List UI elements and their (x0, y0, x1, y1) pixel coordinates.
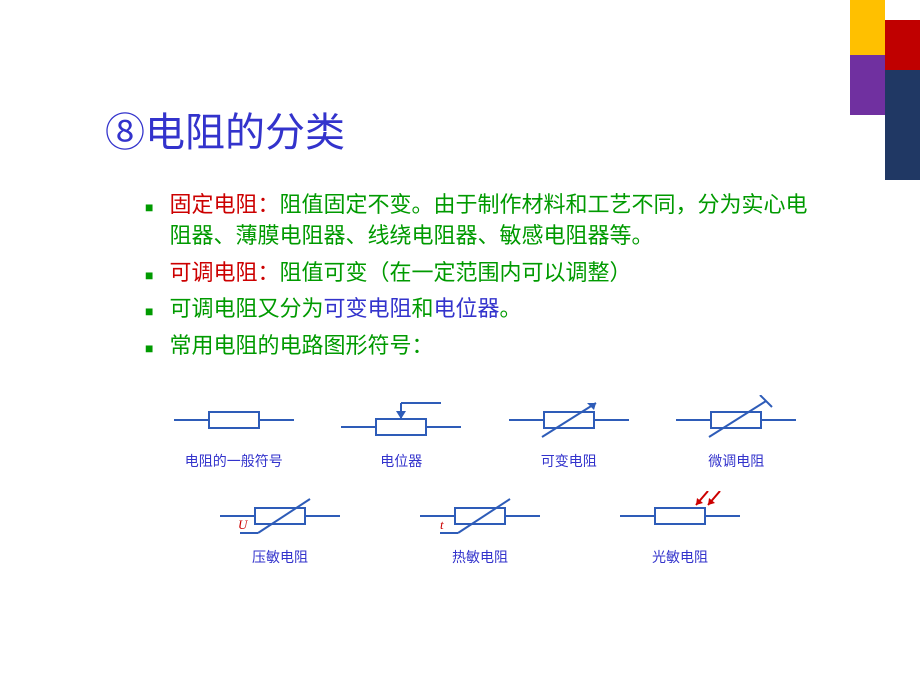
symbol-photoresistor: 光敏电阻 (605, 491, 755, 567)
symbol-thermistor: t 热敏电阻 (405, 491, 555, 567)
bullet-2-red: 可调电阻： (169, 260, 279, 285)
symbol-trim-resistor: 微调电阻 (668, 395, 806, 471)
bullet-4: ■ 常用电阻的电路图形符号： (145, 331, 825, 362)
bullet-1-red: 固定电阻： (169, 192, 279, 217)
corner-decoration (850, 0, 920, 180)
symbol-potentiometer: 电位器 (333, 395, 471, 471)
bullet-2: ■ 可调电阻：阻值可变（在一定范围内可以调整） (145, 258, 825, 289)
symbol-variable-resistor: 可变电阻 (500, 395, 638, 471)
bullet-2-rest: 阻值可变（在一定范围内可以调整） (279, 260, 631, 285)
bullet-4-text: 常用电阻的电路图形符号： (169, 331, 433, 362)
slide-title: ⑧电阻的分类 (105, 100, 345, 158)
symbol-varistor: U 压敏电阻 (205, 491, 355, 567)
symbols-row-1: 电阻的一般符号 电位器 可变电阻 (165, 395, 805, 471)
bullet-1: ■ 固定电阻：阻值固定不变。由于制作材料和工艺不同，分为实心电阻器、薄膜电阻器、… (145, 190, 825, 252)
symbols-row-2: U 压敏电阻 t 热敏电阻 (205, 491, 805, 567)
symbol-basic-resistor: 电阻的一般符号 (165, 395, 303, 471)
svg-text:t: t (440, 517, 444, 532)
content-area: ■ 固定电阻：阻值固定不变。由于制作材料和工艺不同，分为实心电阻器、薄膜电阻器、… (145, 190, 825, 368)
svg-text:U: U (238, 517, 249, 532)
symbols-area: 电阻的一般符号 电位器 可变电阻 (165, 395, 805, 567)
bullet-3: ■ 可调电阻又分为可变电阻和电位器。 (145, 294, 825, 325)
